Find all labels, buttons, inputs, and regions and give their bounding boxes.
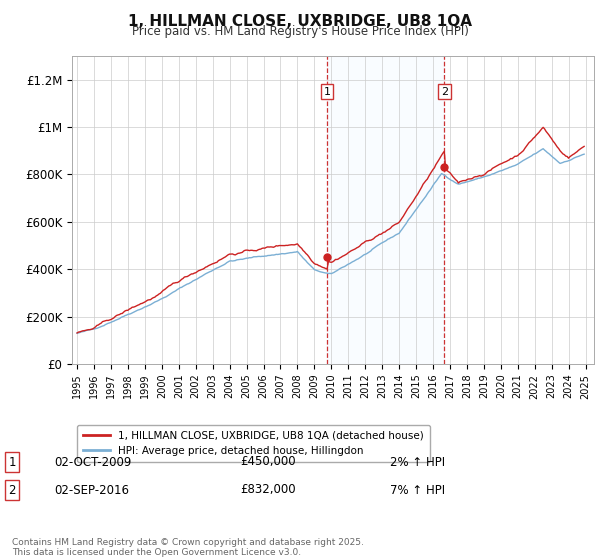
Text: £832,000: £832,000 <box>240 483 296 497</box>
Text: Contains HM Land Registry data © Crown copyright and database right 2025.
This d: Contains HM Land Registry data © Crown c… <box>12 538 364 557</box>
Text: 02-SEP-2016: 02-SEP-2016 <box>54 483 129 497</box>
Text: 7% ↑ HPI: 7% ↑ HPI <box>390 483 445 497</box>
Text: £450,000: £450,000 <box>240 455 296 469</box>
Bar <box>327 56 445 364</box>
Text: 1, HILLMAN CLOSE, UXBRIDGE, UB8 1QA: 1, HILLMAN CLOSE, UXBRIDGE, UB8 1QA <box>128 14 472 29</box>
Legend: 1, HILLMAN CLOSE, UXBRIDGE, UB8 1QA (detached house), HPI: Average price, detach: 1, HILLMAN CLOSE, UXBRIDGE, UB8 1QA (det… <box>77 424 430 463</box>
Text: 2: 2 <box>8 483 16 497</box>
Text: 1: 1 <box>8 455 16 469</box>
Text: 02-OCT-2009: 02-OCT-2009 <box>54 455 131 469</box>
Text: 2% ↑ HPI: 2% ↑ HPI <box>390 455 445 469</box>
Text: 2: 2 <box>441 87 448 96</box>
Text: 1: 1 <box>323 87 331 96</box>
Text: Price paid vs. HM Land Registry's House Price Index (HPI): Price paid vs. HM Land Registry's House … <box>131 25 469 38</box>
